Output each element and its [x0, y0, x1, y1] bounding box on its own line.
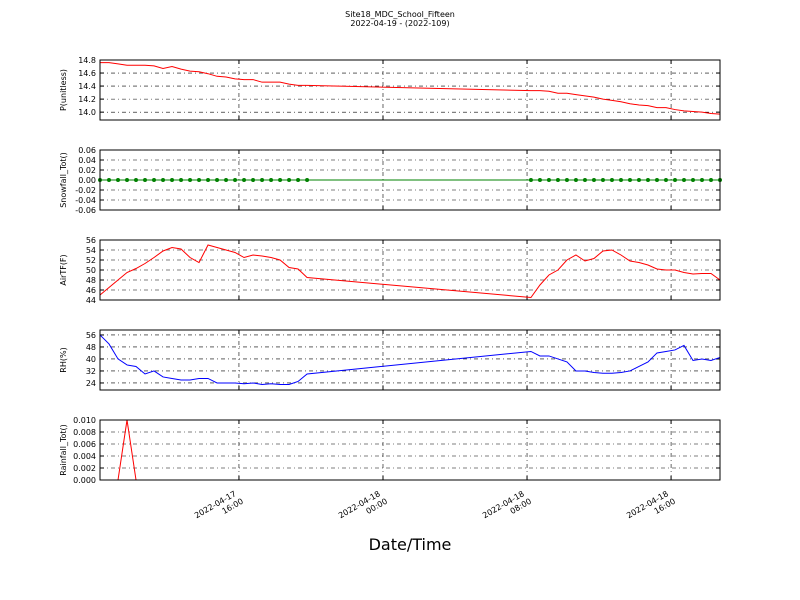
y-tick-label: -0.04	[75, 196, 96, 205]
data-point	[636, 178, 641, 182]
y-tick-label: 48	[86, 343, 96, 352]
data-point	[618, 178, 623, 182]
x-tick-label: 2022-04-18 08:00	[481, 488, 533, 529]
y-tick-label: 46	[86, 286, 96, 295]
y-tick-label: 0.04	[78, 156, 96, 165]
data-point	[152, 178, 157, 182]
y-tick-label: 14.2	[78, 95, 96, 104]
y-tick-label: 0.02	[78, 166, 96, 175]
data-point	[708, 178, 713, 182]
y-tick-label: 14.6	[78, 69, 96, 78]
y-tick-label: 48	[86, 276, 96, 285]
x-tick-label: 2022-04-18 16:00	[625, 488, 677, 529]
data-point	[242, 178, 247, 182]
data-point	[143, 178, 148, 182]
data-point	[564, 178, 569, 182]
plot-frame	[99, 419, 721, 481]
data-point	[305, 178, 310, 182]
data-point	[528, 178, 533, 182]
data-point	[188, 178, 193, 182]
y-tick-label: 0.002	[73, 464, 96, 473]
data-point	[179, 178, 184, 182]
data-point	[251, 178, 256, 182]
data-point	[116, 178, 121, 182]
data-point	[287, 178, 292, 182]
plot-frame	[99, 149, 721, 211]
data-point	[215, 178, 220, 182]
data-line	[99, 334, 721, 385]
data-point	[582, 178, 587, 182]
y-tick-label: 0.008	[73, 428, 96, 437]
y-tick-label: 50	[86, 266, 96, 275]
y-tick-label: 0.000	[73, 476, 96, 485]
y-axis-label: RH(%)	[59, 347, 68, 372]
y-tick-label: 0.010	[73, 416, 96, 425]
data-point	[296, 178, 301, 182]
data-point	[278, 178, 283, 182]
data-point	[134, 178, 139, 182]
data-point	[197, 178, 202, 182]
data-point	[690, 178, 695, 182]
x-tick-label: 2022-04-17 16:00	[193, 488, 245, 529]
data-line	[99, 244, 721, 299]
y-tick-label: 0.006	[73, 440, 96, 449]
data-point	[555, 178, 560, 182]
data-point	[107, 178, 112, 182]
data-point	[609, 178, 614, 182]
data-point	[591, 178, 596, 182]
data-point	[573, 178, 578, 182]
y-tick-label: 56	[86, 331, 96, 340]
data-point	[170, 178, 175, 182]
x-tick-label: 2022-04-18 00:00	[337, 488, 389, 529]
y-tick-label: 32	[86, 367, 96, 376]
y-tick-label: 56	[86, 236, 96, 245]
y-tick-label: 0.00	[78, 176, 96, 185]
data-point	[224, 178, 229, 182]
data-point	[206, 178, 211, 182]
data-point	[269, 178, 274, 182]
y-tick-label: 0.06	[78, 146, 96, 155]
data-line	[100, 419, 720, 481]
x-axis-label: Date/Time	[369, 535, 452, 554]
y-axis-label: AirTF(F)	[59, 254, 68, 285]
y-axis-label: Rainfall_Tot()	[59, 424, 68, 476]
data-point	[645, 178, 650, 182]
y-tick-label: 14.4	[78, 82, 96, 91]
y-tick-label: 40	[86, 355, 96, 364]
plot-frame	[99, 239, 721, 301]
data-point	[546, 178, 551, 182]
data-point	[233, 178, 238, 182]
data-point	[161, 178, 166, 182]
y-tick-label: 44	[86, 296, 96, 305]
data-point	[699, 178, 704, 182]
data-line	[100, 62, 721, 115]
plot-frame	[99, 59, 721, 121]
data-point	[663, 178, 668, 182]
chart-title: Site18_MDC_School_Fifteen	[345, 10, 455, 19]
y-tick-label: -0.02	[75, 186, 96, 195]
data-point	[260, 178, 265, 182]
y-tick-label: 14.8	[78, 56, 96, 65]
y-axis-label: P(unitless)	[59, 69, 68, 111]
data-point	[125, 178, 130, 182]
data-point	[681, 178, 686, 182]
data-point	[672, 178, 677, 182]
y-tick-label: 14.0	[78, 108, 96, 117]
y-tick-label: -0.06	[75, 206, 96, 215]
data-point	[654, 178, 659, 182]
plot-frame	[99, 329, 721, 391]
y-tick-label: 52	[86, 256, 96, 265]
data-point	[627, 178, 632, 182]
chart-subtitle: 2022-04-19 - (2022-109)	[350, 19, 449, 28]
y-tick-label: 54	[86, 246, 96, 255]
y-tick-label: 0.004	[73, 452, 96, 461]
data-point	[537, 178, 542, 182]
y-axis-label: Snowfall_Tot()	[59, 152, 68, 208]
y-tick-label: 24	[86, 379, 96, 388]
data-point	[600, 178, 605, 182]
